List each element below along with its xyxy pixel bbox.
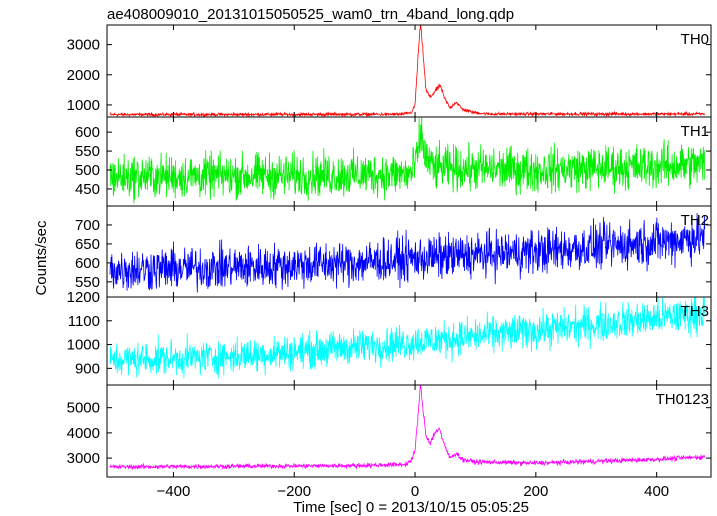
x-tick-label: 400 bbox=[644, 483, 669, 500]
panel-frame bbox=[106, 296, 712, 386]
series-line-th2 bbox=[109, 212, 706, 293]
series-line-th1 bbox=[109, 117, 706, 204]
y-tick-label: 1200 bbox=[67, 289, 100, 306]
panel-th0123: 3000 4000 5000 TH0123 bbox=[67, 384, 712, 478]
y-tick-label: 4000 bbox=[67, 425, 100, 442]
y-tick-label: 500 bbox=[75, 162, 100, 179]
y-tick-label: 900 bbox=[75, 360, 100, 377]
y-tick-label: 550 bbox=[75, 274, 100, 291]
y-tick-label: 1100 bbox=[68, 313, 100, 330]
panel-frame bbox=[106, 24, 712, 118]
panel-th3: 900 1000 1100 1200 TH3 bbox=[67, 289, 712, 386]
y-tick-label: 700 bbox=[75, 217, 100, 234]
panels-group: 1000 2000 3000 TH0 450 500 550 600 TH1 550 600 650 7… bbox=[67, 24, 712, 478]
x-tick-label: −400 bbox=[157, 483, 191, 500]
y-axis-label: Counts/sec bbox=[33, 220, 50, 296]
panel-label-th2: TH2 bbox=[681, 212, 709, 229]
series-line-th0 bbox=[109, 25, 705, 117]
y-tick-label: 5000 bbox=[67, 400, 100, 417]
series-line-th3 bbox=[109, 297, 706, 379]
y-tick-label: 2000 bbox=[67, 67, 100, 84]
x-axis-label: Time [sec] 0 = 2013/10/15 05:05:25 bbox=[293, 499, 529, 516]
panel-frame bbox=[106, 384, 712, 478]
y-tick-label: 3000 bbox=[67, 37, 100, 54]
panel-label-th3: TH3 bbox=[681, 303, 709, 320]
y-tick-label: 1000 bbox=[67, 97, 100, 114]
series-line-th0123 bbox=[109, 385, 706, 471]
x-tick-label: 0 bbox=[411, 483, 419, 500]
panel-label-th0: TH0 bbox=[681, 31, 709, 48]
panel-th2: 550 600 650 700 TH2 bbox=[75, 205, 712, 298]
y-tick-label: 3000 bbox=[67, 450, 100, 467]
panel-th0: 1000 2000 3000 TH0 bbox=[67, 24, 712, 118]
y-tick-label: 650 bbox=[75, 236, 100, 253]
y-tick-label: 550 bbox=[75, 143, 100, 160]
y-tick-label: 450 bbox=[75, 181, 100, 198]
y-tick-label: 600 bbox=[75, 255, 100, 272]
x-tick-label: −200 bbox=[277, 483, 311, 500]
chart-title: ae408009010_20131015050525_wam0_trn_4ban… bbox=[107, 6, 514, 23]
panel-th1: 450 500 550 600 TH1 bbox=[75, 116, 712, 207]
x-tick-label: 200 bbox=[523, 483, 548, 500]
panel-label-th0123: TH0123 bbox=[656, 391, 709, 408]
x-axis: −400 −200 0 200 400 bbox=[157, 483, 670, 500]
y-tick-label: 1000 bbox=[67, 337, 100, 354]
y-tick-label: 600 bbox=[75, 124, 100, 141]
panel-label-th1: TH1 bbox=[681, 123, 709, 140]
